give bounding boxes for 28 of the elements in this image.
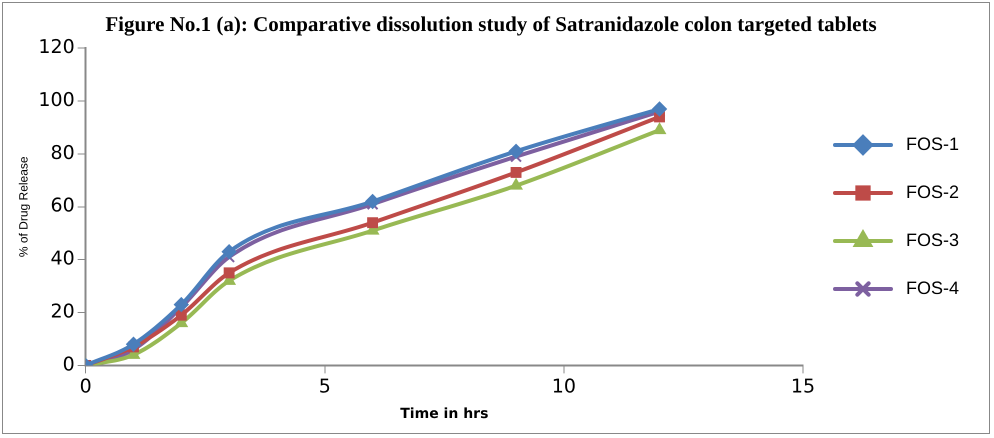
legend-label: FOS-4 <box>906 278 960 298</box>
point <box>224 267 235 278</box>
point <box>365 194 380 210</box>
y-tick-label: 60 <box>50 194 75 217</box>
point <box>508 144 524 159</box>
legend-label: FOS-2 <box>906 182 960 202</box>
y-tick-label: 0 <box>62 353 75 376</box>
y-axis-title: % of Drug Release <box>16 156 31 258</box>
legend-label: FOS-3 <box>906 230 960 250</box>
x-tick-label: 5 <box>318 376 331 398</box>
point <box>510 166 522 178</box>
y-tick-label: 20 <box>50 300 75 322</box>
point <box>174 297 189 312</box>
legend-label: FOS-1 <box>906 134 960 154</box>
y-tick-label: 40 <box>50 248 75 270</box>
point <box>367 217 378 228</box>
x-tick-label: 10 <box>552 376 576 398</box>
y-tick-label: 120 <box>38 36 75 58</box>
x-tick-label: 15 <box>790 376 816 398</box>
point <box>176 310 187 321</box>
point <box>652 101 668 116</box>
chart-title: Figure No.1 (a): Comparative dissolution study of Satranidazole colon targeted tablets <box>105 12 877 36</box>
x-axis-title: Time in hrs <box>400 406 488 422</box>
y-tick-label: 80 <box>50 142 75 164</box>
y-tick-label: 100 <box>38 89 75 112</box>
x-tick-label: 0 <box>80 376 92 398</box>
point <box>222 244 237 260</box>
point <box>126 336 141 352</box>
